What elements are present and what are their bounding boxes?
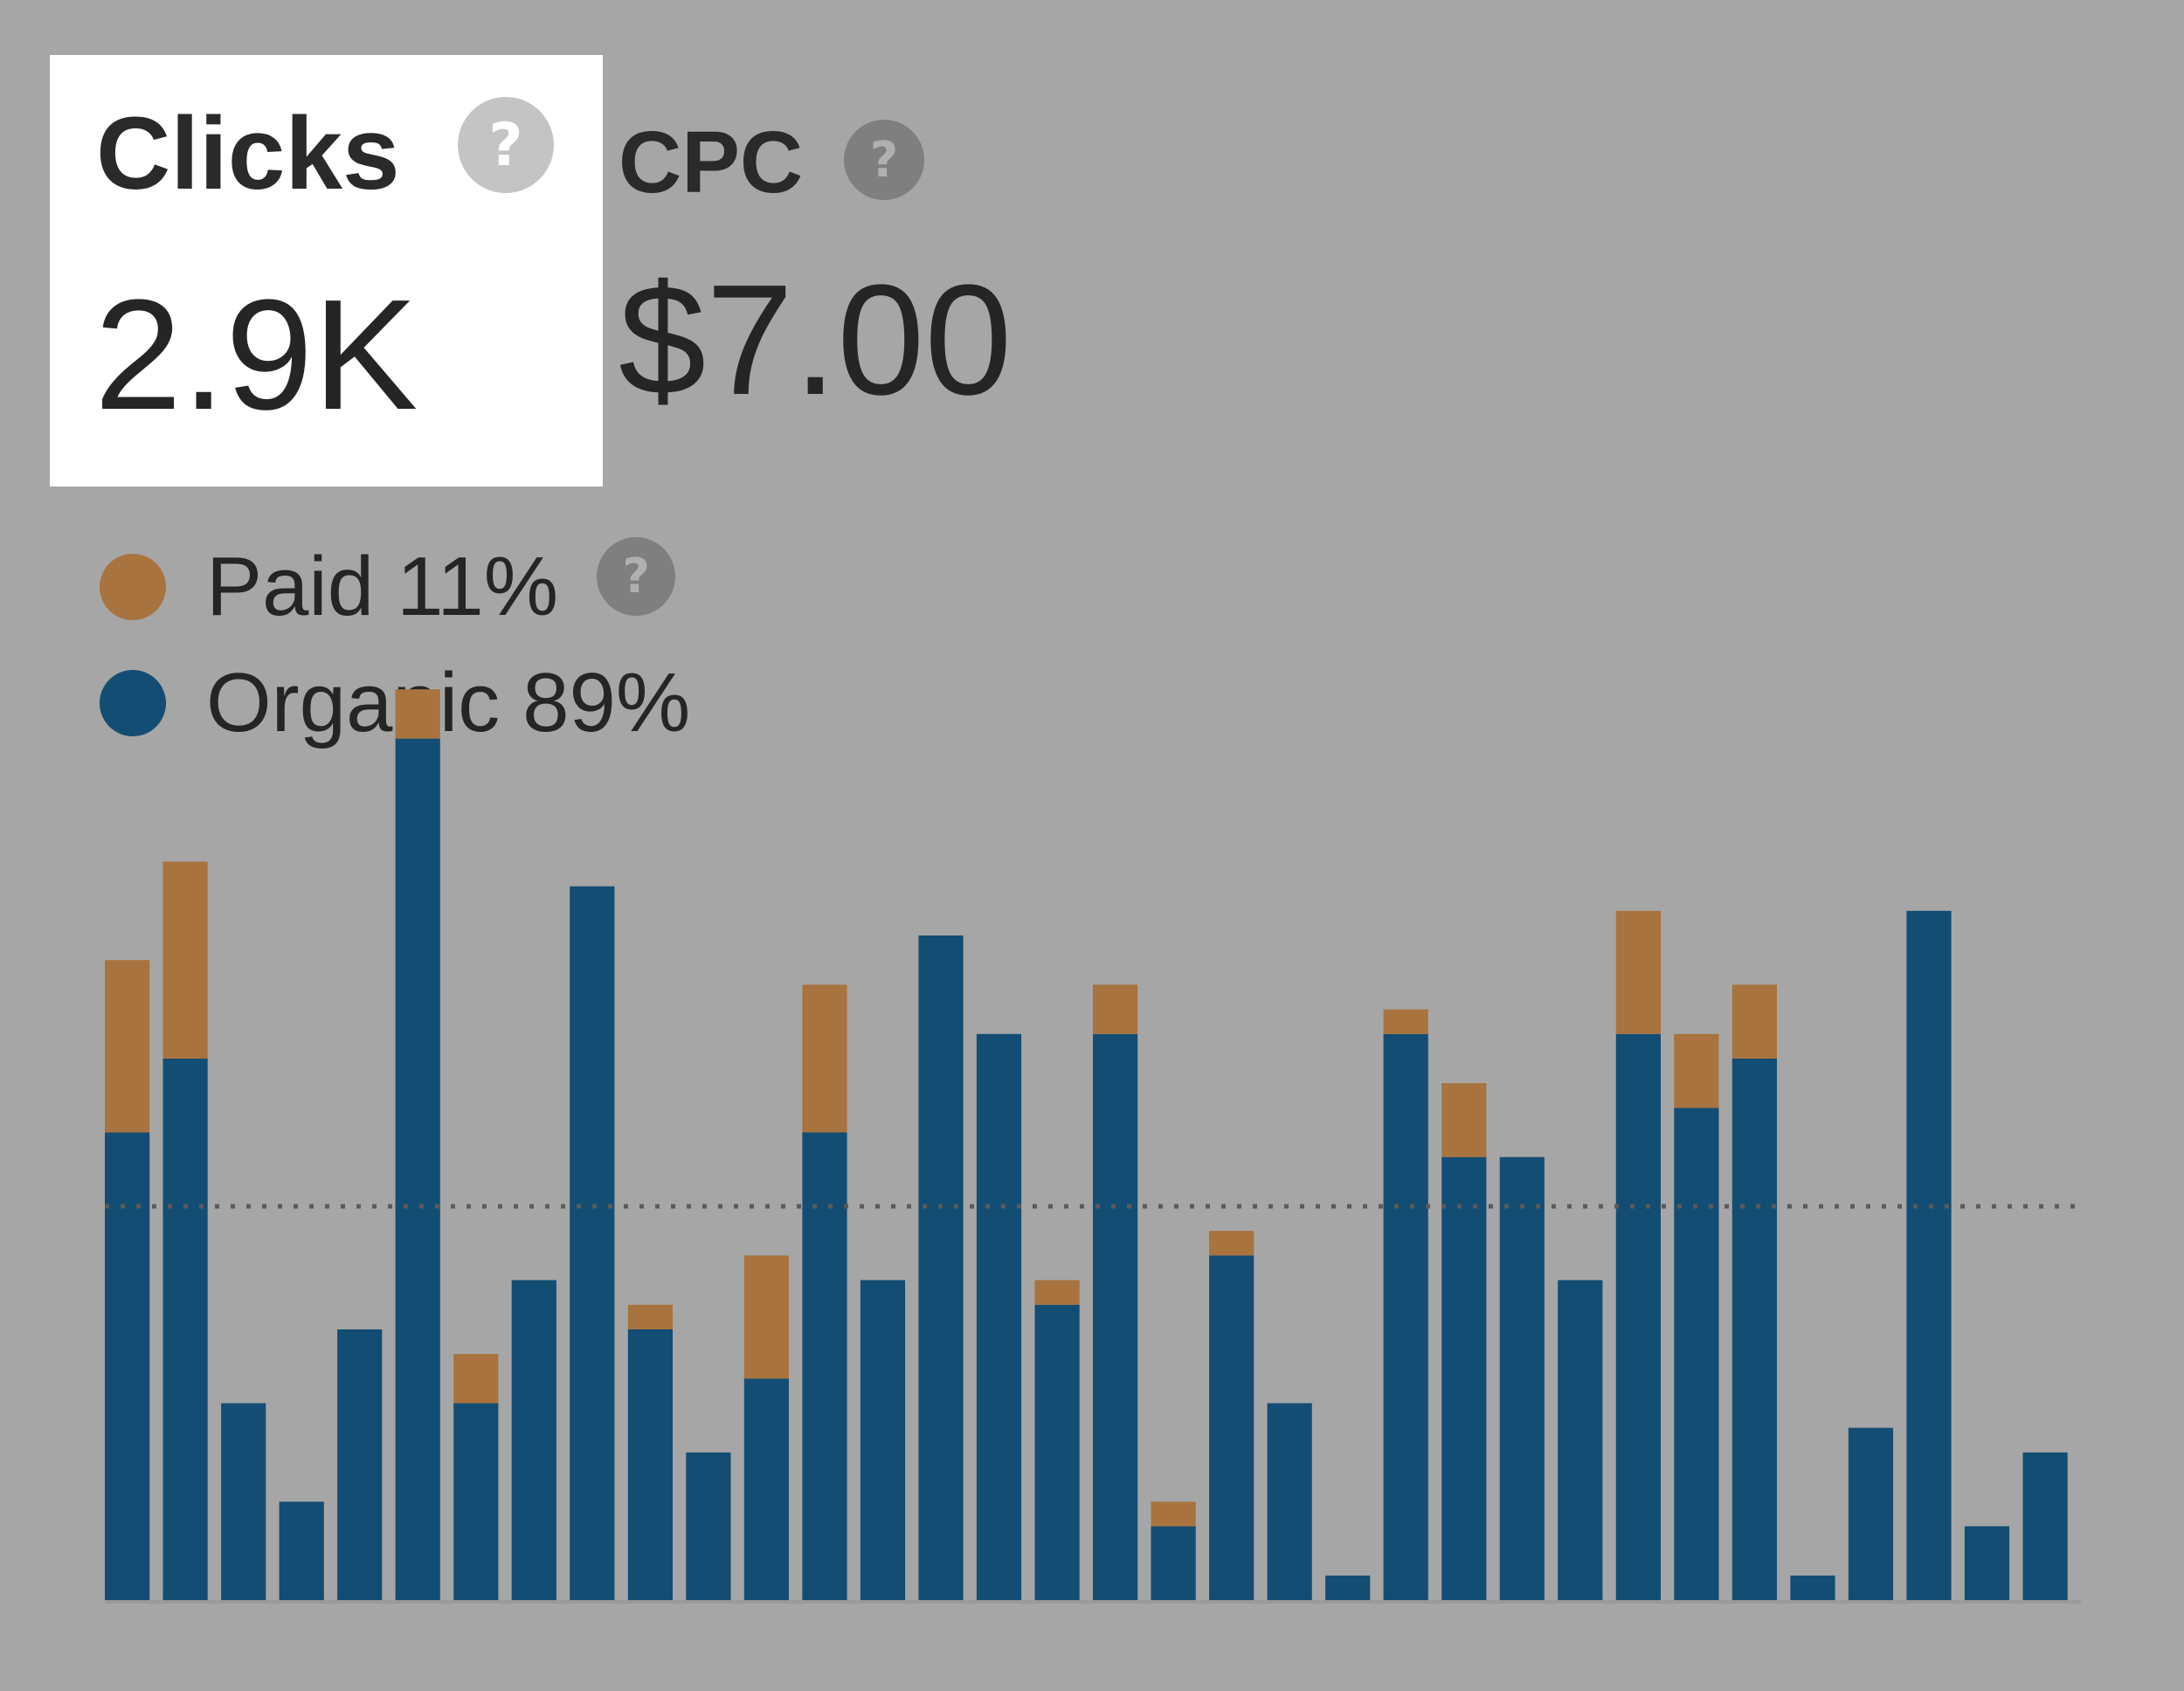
organic-bar[interactable] bbox=[1964, 1526, 2010, 1600]
organic-bar[interactable] bbox=[1848, 1427, 1894, 1600]
paid-bar[interactable] bbox=[743, 1255, 789, 1379]
organic-bar[interactable] bbox=[1674, 1108, 1719, 1600]
organic-bar[interactable] bbox=[1499, 1156, 1545, 1600]
paid-bar[interactable] bbox=[395, 689, 440, 739]
organic-bar[interactable] bbox=[1093, 1033, 1138, 1600]
paid-legend-dot bbox=[100, 554, 166, 620]
paid-bar[interactable] bbox=[1093, 984, 1138, 1034]
clicks-value: 2.9K bbox=[94, 267, 418, 443]
paid-bar[interactable] bbox=[802, 984, 847, 1133]
organic-bar[interactable] bbox=[1558, 1280, 1603, 1600]
organic-bar[interactable] bbox=[1731, 1058, 1777, 1600]
organic-bar[interactable] bbox=[2022, 1452, 2068, 1600]
paid-bar[interactable] bbox=[105, 960, 150, 1133]
paid-legend-pct: 11% bbox=[397, 540, 559, 633]
organic-bar[interactable] bbox=[337, 1329, 383, 1600]
paid-bar[interactable] bbox=[162, 861, 208, 1059]
organic-bar[interactable] bbox=[976, 1033, 1022, 1600]
organic-bar[interactable] bbox=[686, 1452, 731, 1600]
clicks-help-icon[interactable]: ? bbox=[458, 97, 554, 193]
paid-bar[interactable] bbox=[1441, 1083, 1487, 1157]
paid-legend-label: Paid bbox=[206, 540, 375, 633]
paid-bar[interactable] bbox=[1151, 1501, 1196, 1527]
cpc-value: $7.00 bbox=[619, 252, 1013, 428]
organic-bar[interactable] bbox=[1906, 910, 1952, 1600]
organic-bar[interactable] bbox=[1441, 1156, 1487, 1600]
organic-bar[interactable] bbox=[1151, 1526, 1196, 1600]
legend-paid: Paid 11% ? bbox=[100, 537, 676, 633]
organic-bar[interactable] bbox=[1615, 1033, 1661, 1600]
organic-bar[interactable] bbox=[453, 1403, 499, 1601]
cpc-label: CPC bbox=[619, 114, 804, 211]
organic-bar[interactable] bbox=[511, 1280, 556, 1600]
paid-bar[interactable] bbox=[627, 1304, 673, 1329]
organic-bar[interactable] bbox=[1034, 1304, 1080, 1600]
organic-bar[interactable] bbox=[570, 886, 615, 1600]
paid-bar[interactable] bbox=[1731, 984, 1777, 1059]
organic-legend-label: Organic bbox=[206, 656, 501, 749]
organic-bar[interactable] bbox=[105, 1132, 150, 1601]
organic-bar[interactable] bbox=[627, 1329, 673, 1600]
organic-bar[interactable] bbox=[918, 935, 964, 1600]
paid-bar[interactable] bbox=[1383, 1009, 1428, 1034]
paid-bar[interactable] bbox=[1674, 1033, 1719, 1108]
organic-bar[interactable] bbox=[802, 1132, 847, 1601]
organic-bar[interactable] bbox=[162, 1058, 208, 1600]
organic-bar[interactable] bbox=[1267, 1403, 1312, 1601]
organic-bar[interactable] bbox=[860, 1280, 906, 1600]
organic-bar[interactable] bbox=[279, 1501, 324, 1600]
clicks-label: Clicks bbox=[96, 96, 400, 211]
organic-bar[interactable] bbox=[221, 1403, 266, 1601]
paid-help-icon[interactable]: ? bbox=[597, 537, 676, 616]
organic-legend-dot bbox=[100, 670, 166, 736]
cpc-help-icon[interactable]: ? bbox=[844, 120, 924, 200]
organic-bar[interactable] bbox=[1325, 1575, 1371, 1600]
paid-bar[interactable] bbox=[1034, 1280, 1080, 1305]
organic-bar[interactable] bbox=[1790, 1575, 1835, 1600]
paid-bar[interactable] bbox=[453, 1354, 499, 1404]
organic-legend-pct: 89% bbox=[522, 656, 691, 749]
paid-bar[interactable] bbox=[1209, 1231, 1254, 1256]
organic-bar[interactable] bbox=[1209, 1255, 1254, 1600]
legend-organic: Organic 89% bbox=[100, 661, 690, 745]
organic-bar[interactable] bbox=[743, 1378, 789, 1600]
organic-bar[interactable] bbox=[395, 738, 440, 1600]
paid-bar[interactable] bbox=[1615, 910, 1661, 1034]
organic-bar[interactable] bbox=[1383, 1033, 1428, 1600]
